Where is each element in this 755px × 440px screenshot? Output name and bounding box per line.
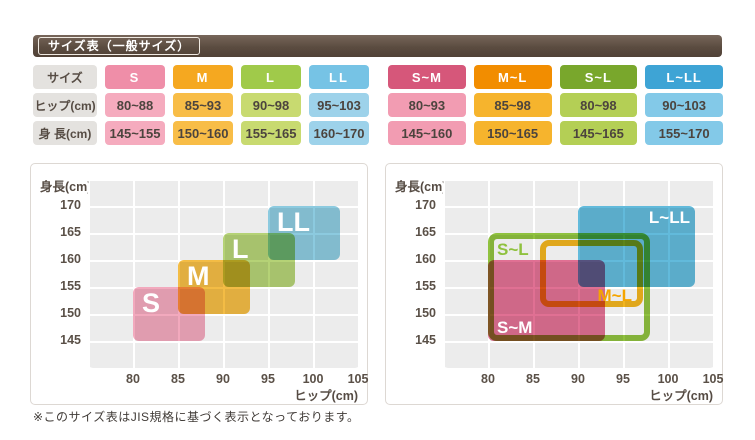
x-tick: 85	[526, 372, 540, 386]
hip-range-cell: 90~103	[645, 93, 723, 117]
height-range-cell: 145~155	[105, 121, 165, 145]
size-table-combined: S~M M~L S~L L~LL 80~93 85~98 80~98 90~103 145~16…	[388, 65, 723, 145]
plot-area: S~M L~LL S~L M~L	[443, 179, 715, 368]
height-range-cell: 150~165	[473, 121, 552, 145]
height-range-cell: 145~160	[388, 121, 466, 145]
size-header-cell-l: L	[241, 65, 301, 89]
x-tick: 100	[302, 372, 324, 386]
size-chart-regular: 身長(cm) S M L LL 170 165 160 155 150 145 80 85 90 95 100…	[30, 163, 368, 405]
x-tick: 100	[657, 372, 679, 386]
x-tick: 90	[571, 372, 585, 386]
y-axis-label: 身長(cm)	[395, 180, 447, 194]
y-tick: 155	[60, 279, 81, 293]
hip-range-cell: 85~98	[473, 93, 552, 117]
y-tick: 165	[415, 225, 436, 239]
size-header-cell-s-m: S~M	[388, 65, 466, 89]
hip-range-cell: 90~98	[241, 93, 301, 117]
x-tick: 85	[171, 372, 185, 386]
size-region-label-m-l: M~L	[597, 286, 632, 305]
size-region-label-s-l: S~L	[497, 240, 529, 259]
y-tick: 160	[60, 252, 81, 266]
hip-row-label: ヒップ(cm)	[33, 93, 97, 117]
hip-range-cell: 80~98	[559, 93, 638, 117]
jis-footnote: ※このサイズ表はJIS規格に基づく表示となっております。	[33, 410, 360, 424]
plot-area: S M L LL	[88, 179, 360, 368]
y-tick: 160	[415, 252, 436, 266]
hip-range-cell: 85~93	[173, 93, 233, 117]
size-region-label-m: M	[187, 261, 210, 291]
size-header-cell-s-l: S~L	[559, 65, 638, 89]
size-region-s-l	[488, 233, 650, 341]
y-tick: 170	[60, 198, 81, 212]
size-header-cell-s: S	[105, 65, 165, 89]
x-tick: 95	[261, 372, 275, 386]
height-range-cell: 145~165	[559, 121, 638, 145]
x-tick: 80	[126, 372, 140, 386]
x-tick: 90	[216, 372, 230, 386]
size-table-regular: サイズ S M L LL ヒップ(cm) 80~88 85~93 90~98 95~103 身 長(…	[33, 65, 369, 145]
height-range-cell: 155~165	[241, 121, 301, 145]
height-range-cell: 155~170	[645, 121, 723, 145]
y-tick: 165	[60, 225, 81, 239]
size-chart-combined: 身長(cm) S~M L~LL S~L M~L 170 165 160 155 150 145 80 8…	[385, 163, 723, 405]
x-tick: 95	[616, 372, 630, 386]
size-header-cell-l-ll: L~LL	[645, 65, 723, 89]
page-title-banner: サイズ表（一般サイズ）	[33, 35, 722, 57]
x-axis-label: ヒップ(cm)	[294, 389, 358, 403]
size-header-cell-m: M	[173, 65, 233, 89]
y-tick: 150	[415, 306, 436, 320]
hip-range-cell: 80~93	[388, 93, 466, 117]
y-tick: 155	[415, 279, 436, 293]
hip-range-cell: 95~103	[309, 93, 369, 117]
y-tick: 145	[60, 333, 81, 347]
size-region-label-l-ll: L~LL	[648, 208, 690, 227]
size-region-label-l: L	[232, 234, 249, 264]
size-region-label-s: S	[142, 288, 161, 318]
y-axis-label: 身長(cm)	[40, 180, 92, 194]
x-tick: 105	[347, 372, 369, 386]
page-title: サイズ表（一般サイズ）	[38, 37, 201, 55]
size-region-m-l	[540, 240, 643, 307]
y-tick: 150	[60, 306, 81, 320]
height-range-cell: 160~170	[309, 121, 369, 145]
size-header-cell-ll: LL	[309, 65, 369, 89]
y-tick: 170	[415, 198, 436, 212]
height-range-cell: 150~160	[173, 121, 233, 145]
x-tick: 105	[702, 372, 724, 386]
hip-range-cell: 80~88	[105, 93, 165, 117]
size-header-cell-m-l: M~L	[473, 65, 552, 89]
size-region-label-s-m: S~M	[497, 318, 533, 337]
size-region-label-ll: LL	[277, 207, 310, 237]
size-region-ll	[268, 206, 340, 260]
size-table-corner-label: サイズ	[33, 65, 97, 89]
height-row-label: 身 長(cm)	[33, 121, 97, 145]
y-tick: 145	[415, 333, 436, 347]
x-tick: 80	[481, 372, 495, 386]
x-axis-label: ヒップ(cm)	[649, 389, 713, 403]
